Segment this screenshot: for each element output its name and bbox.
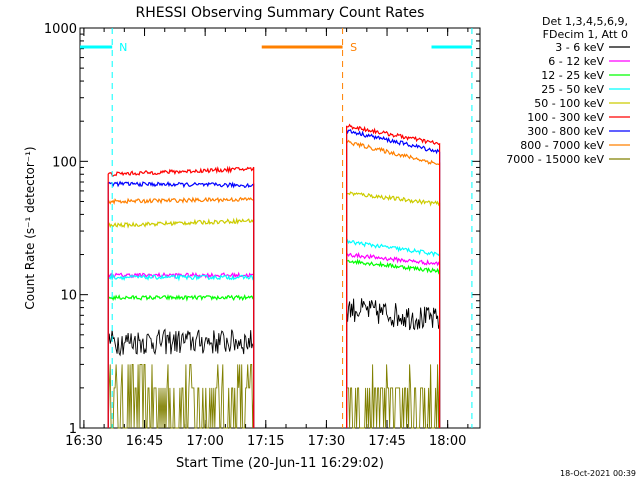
plot-frame <box>79 27 481 429</box>
legend-label: 7000 - 15000 keV <box>506 153 604 166</box>
annotation-label: S <box>350 41 357 54</box>
x-tick-label: 17:15 <box>247 434 284 449</box>
y-tick-label: 1 <box>69 422 77 437</box>
series-line-12-25-keV <box>346 258 441 428</box>
series-line-50-100-keV <box>107 217 255 428</box>
footer-date: 18-Oct-2021 00:39 <box>560 469 636 478</box>
series-line-6-12-keV <box>346 251 441 428</box>
y-tick-label: 1000 <box>44 22 77 37</box>
series-line-25-50-keV <box>346 238 441 428</box>
legend-label: 12 - 25 keV <box>541 69 604 82</box>
series-line-25-50-keV <box>107 273 255 428</box>
series-line-7000-15000-keV <box>346 364 441 429</box>
series-line-6-12-keV <box>107 271 255 428</box>
chart-title: RHESSI Observing Summary Count Rates <box>136 5 425 21</box>
legend-label: 6 - 12 keV <box>548 55 604 68</box>
x-tick-label: 17:45 <box>368 434 405 449</box>
series-line-300-800-keV <box>346 129 441 428</box>
legend-label: 300 - 800 keV <box>527 125 604 138</box>
series-line-3-6-keV <box>107 328 255 428</box>
series-line-50-100-keV <box>346 191 441 428</box>
y-tick-label: 100 <box>52 155 77 170</box>
x-tick-label: 17:30 <box>308 434 345 449</box>
series-line-100-300-keV <box>107 165 255 428</box>
legend-header: Det 1,3,4,5,6,9, <box>542 15 628 28</box>
series-line-300-800-keV <box>107 180 255 428</box>
legend-label: 800 - 7000 keV <box>520 139 604 152</box>
x-tick-label: 17:00 <box>186 434 223 449</box>
x-tick-label: 18:00 <box>429 434 466 449</box>
series-line-800-7000-keV <box>107 196 255 428</box>
legend-label: 50 - 100 keV <box>534 97 604 110</box>
legend-label: 3 - 6 keV <box>555 41 604 54</box>
series-line-3-6-keV <box>346 298 441 428</box>
legend-header: FDecim 1, Att 0 <box>543 28 628 41</box>
y-axis-label: Count Rate (s⁻¹ detector⁻¹) <box>23 146 37 309</box>
legend-label: 25 - 50 keV <box>541 83 604 96</box>
series-line-100-300-keV <box>346 123 441 428</box>
annotation-label: N <box>119 41 127 54</box>
legend-label: 100 - 300 keV <box>527 111 604 124</box>
x-tick-label: 16:45 <box>126 434 163 449</box>
y-tick-label: 10 <box>60 289 77 304</box>
x-tick-label: 16:30 <box>65 434 102 449</box>
series-line-800-7000-keV <box>346 139 441 428</box>
series-line-7000-15000-keV <box>107 363 255 429</box>
x-axis-label: Start Time (20-Jun-11 16:29:02) <box>176 456 384 471</box>
series-line-12-25-keV <box>107 293 255 428</box>
